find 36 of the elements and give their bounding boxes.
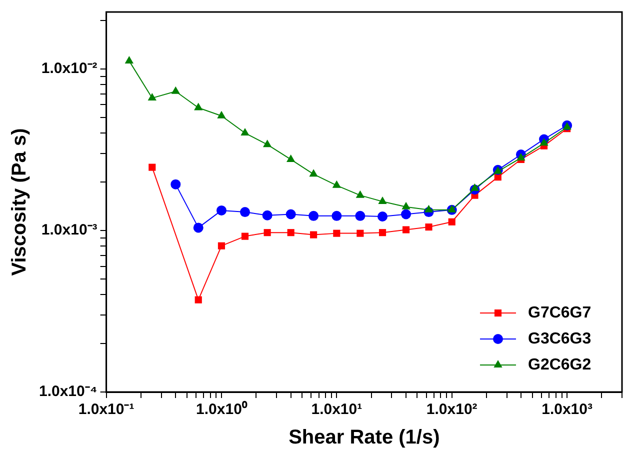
x-axis-title: Shear Rate (1/s)	[288, 426, 440, 449]
point	[262, 210, 272, 220]
x-tick-label: 1.0x10³	[542, 401, 592, 418]
y-axis-title: Viscosity (Pa s)	[8, 128, 31, 276]
point	[286, 209, 296, 220]
point	[240, 207, 250, 218]
point	[218, 242, 226, 250]
x-tick-label: 1.0x10⁰	[196, 400, 248, 418]
point	[287, 229, 294, 236]
point	[308, 210, 319, 221]
point	[216, 205, 226, 216]
point	[402, 226, 410, 234]
legend-label: G2C6G2	[528, 356, 592, 374]
point	[193, 222, 204, 233]
y-tick-label: 1.0x10⁻⁴	[38, 383, 98, 400]
point	[378, 211, 388, 222]
point	[310, 231, 318, 238]
point	[241, 232, 249, 240]
x-tick-label: 1.0x10²	[426, 401, 478, 418]
point	[332, 210, 342, 221]
legend-label: G7C6G7	[528, 304, 592, 322]
point	[356, 230, 364, 237]
x-tick-label: 1.0x10⁻¹	[78, 401, 134, 418]
y-tick-label: 1.0x10⁻²	[41, 60, 98, 78]
point	[194, 296, 202, 304]
point	[333, 230, 340, 237]
legend-label: G3C6G3	[528, 330, 592, 348]
point	[170, 179, 181, 190]
y-tick-label: 1.0x10⁻³	[41, 222, 98, 239]
point	[378, 229, 386, 236]
point	[425, 223, 432, 231]
x-tick-label: 1.0x10¹	[311, 401, 362, 418]
point	[264, 229, 271, 236]
point	[355, 210, 366, 221]
point	[401, 209, 412, 220]
point	[448, 218, 456, 226]
